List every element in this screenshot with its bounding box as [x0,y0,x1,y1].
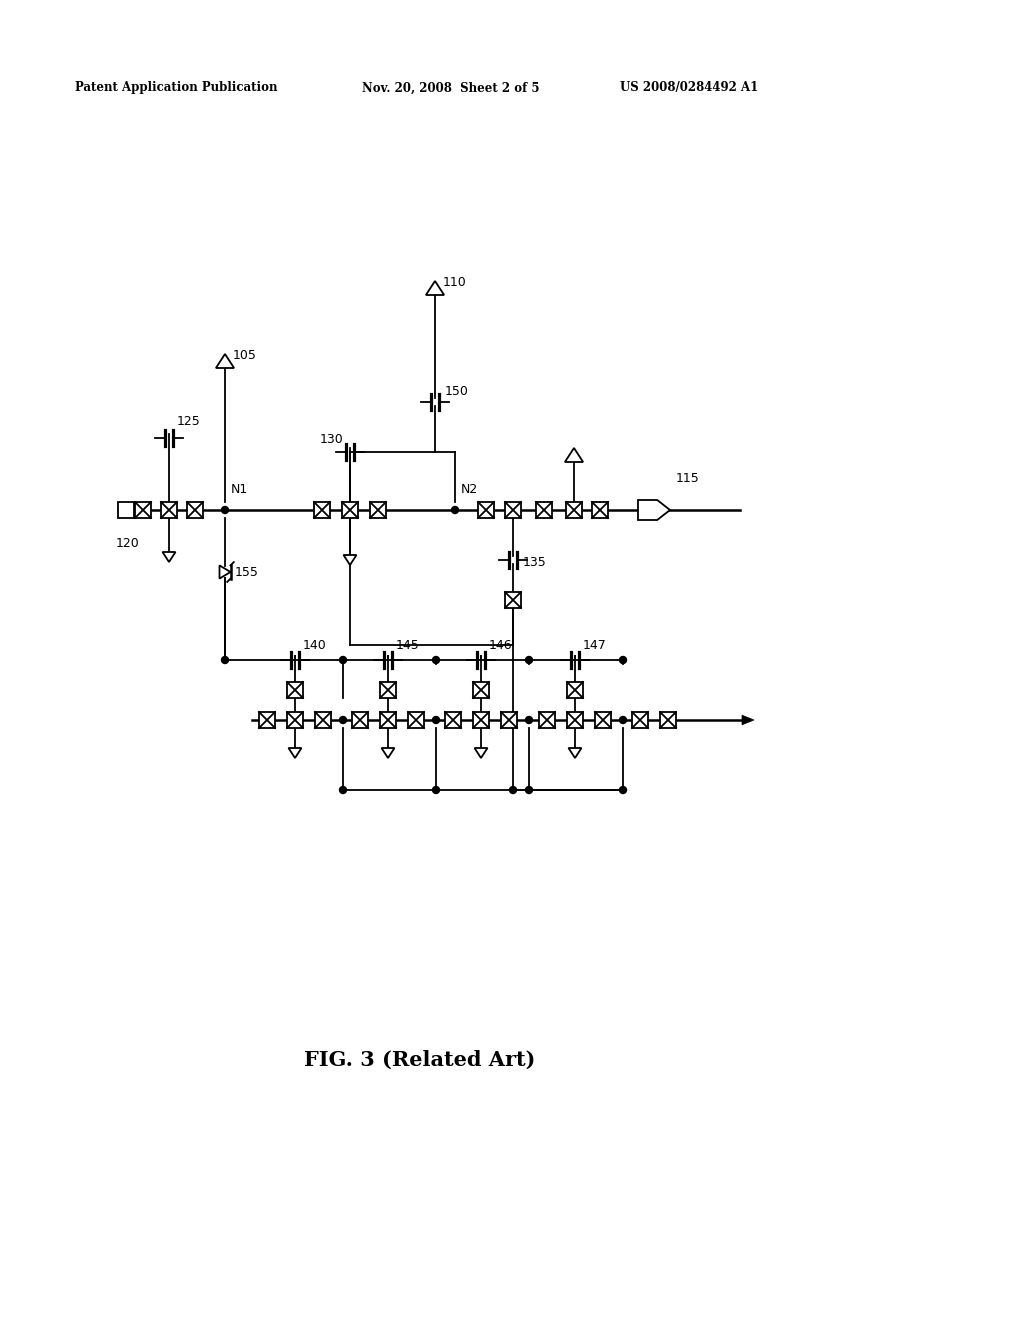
Polygon shape [163,552,175,562]
Circle shape [432,656,439,664]
Bar [287,711,303,729]
Text: 110: 110 [443,276,467,289]
Polygon shape [565,447,583,462]
Circle shape [525,787,532,793]
Circle shape [525,717,532,723]
Bar [501,711,517,729]
Bar [539,711,555,729]
Polygon shape [382,748,394,758]
Text: N1: N1 [231,483,248,496]
Text: 140: 140 [303,639,327,652]
Text: 120: 120 [116,537,139,550]
Polygon shape [343,554,356,565]
Polygon shape [474,748,487,758]
Bar [287,682,303,698]
Bar [342,502,358,517]
Bar [315,711,331,729]
Text: 130: 130 [319,433,344,446]
Circle shape [620,656,627,664]
Polygon shape [742,715,754,725]
Text: 105: 105 [233,348,257,362]
Polygon shape [216,354,234,368]
Circle shape [432,717,439,723]
Bar [536,502,552,517]
Bar [380,682,396,698]
Bar [118,502,134,517]
Text: 135: 135 [523,556,547,569]
Circle shape [620,717,627,723]
Circle shape [620,787,627,793]
Text: Nov. 20, 2008  Sheet 2 of 5: Nov. 20, 2008 Sheet 2 of 5 [362,82,540,95]
Bar [632,711,648,729]
Text: 147: 147 [583,639,607,652]
Bar [352,711,368,729]
Circle shape [432,787,439,793]
Text: 150: 150 [445,385,469,399]
Polygon shape [638,500,670,520]
Circle shape [340,787,346,793]
Bar [380,711,396,729]
Polygon shape [289,748,301,758]
Bar [473,711,489,729]
Text: US 2008/0284492 A1: US 2008/0284492 A1 [620,82,758,95]
Text: 115: 115 [676,471,699,484]
Bar [660,711,676,729]
Text: FIG. 3 (Related Art): FIG. 3 (Related Art) [304,1049,536,1071]
Bar [135,502,151,517]
Bar [505,502,521,517]
Bar [473,682,489,698]
Circle shape [510,787,516,793]
Text: 146: 146 [489,639,513,652]
Bar [567,682,583,698]
Circle shape [525,656,532,664]
Text: 125: 125 [177,414,201,428]
Circle shape [340,656,346,664]
Bar [408,711,424,729]
Polygon shape [426,281,444,294]
Text: N2: N2 [461,483,478,496]
Bar [566,502,582,517]
Bar [259,711,275,729]
Bar [161,502,177,517]
Text: 155: 155 [234,565,259,578]
Text: Patent Application Publication: Patent Application Publication [75,82,278,95]
Polygon shape [219,565,230,578]
Bar [445,711,461,729]
Text: 145: 145 [396,639,420,652]
Circle shape [221,656,228,664]
Circle shape [340,717,346,723]
Circle shape [452,507,459,513]
Bar [187,502,203,517]
Polygon shape [568,748,582,758]
Bar [314,502,330,517]
Bar [370,502,386,517]
Bar [478,502,494,517]
Circle shape [221,507,228,513]
Bar [592,502,608,517]
Bar [505,591,521,609]
Bar [595,711,611,729]
Bar [567,711,583,729]
